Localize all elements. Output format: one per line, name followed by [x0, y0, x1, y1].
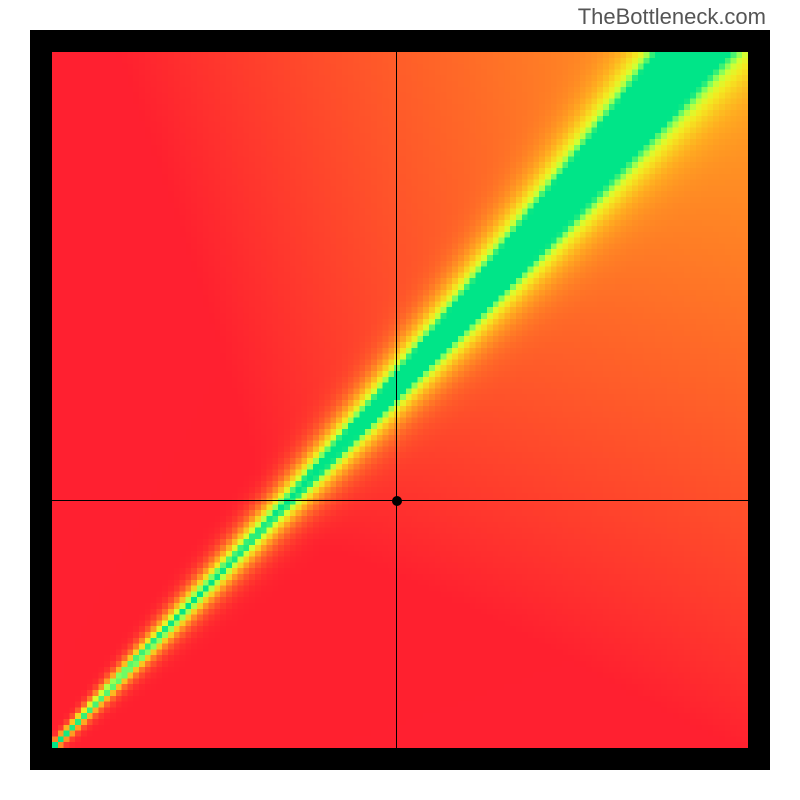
heatmap-canvas	[52, 52, 748, 748]
watermark-text: TheBottleneck.com	[578, 4, 766, 30]
heatmap-plot	[52, 52, 748, 748]
crosshair-marker	[392, 496, 402, 506]
crosshair-vertical	[396, 52, 397, 748]
